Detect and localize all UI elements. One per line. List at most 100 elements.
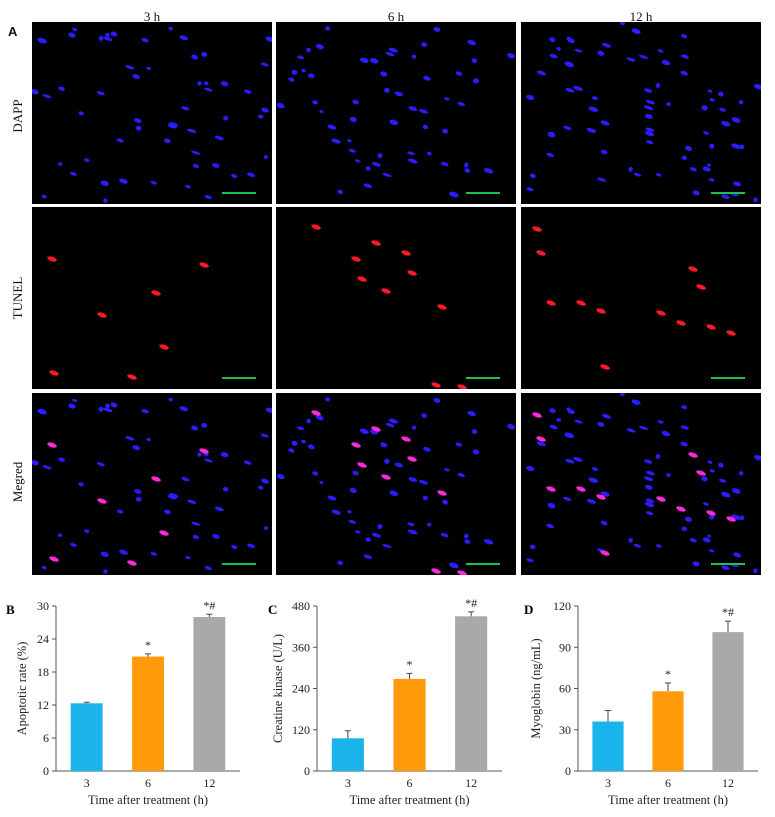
dapi-nucleus — [103, 569, 108, 574]
y-axis-label: Apoptotic rate (%) — [15, 642, 29, 736]
dapi-nucleus — [645, 470, 656, 476]
dapi-nucleus — [231, 174, 238, 178]
dapi-nucleus — [680, 425, 690, 430]
dapi-nucleus — [331, 509, 341, 515]
merged-nucleus — [127, 560, 137, 566]
merged-nucleus — [357, 462, 367, 468]
column-title-12h: 12 h — [629, 9, 653, 24]
column-title-3h: 3 h — [143, 9, 161, 24]
dapi-nucleus — [440, 532, 449, 538]
dapi-nucleus — [680, 441, 688, 447]
merged-nucleus — [199, 448, 209, 454]
dapi-nucleus — [566, 36, 571, 41]
dapi-nucleus — [644, 131, 655, 137]
dapi-nucleus — [423, 75, 431, 81]
dapi-nucleus — [42, 465, 52, 470]
dapi-nucleus — [708, 549, 715, 553]
panel-letter: B — [6, 602, 15, 617]
dapi-nucleus — [204, 87, 213, 92]
micrograph-merged-3h — [32, 393, 272, 575]
merged-nucleus — [47, 442, 57, 448]
dapi-nucleus — [418, 480, 429, 485]
dapi-nucleus — [72, 27, 78, 32]
significance-mark: *# — [465, 596, 477, 610]
dapi-nucleus — [325, 26, 331, 31]
dapi-nucleus — [455, 71, 462, 76]
dapi-nucleus — [164, 509, 171, 515]
dapi-nucleus — [119, 178, 128, 184]
dapi-nucleus — [709, 514, 715, 520]
dapi-nucleus — [192, 163, 199, 169]
dapi-nucleus — [680, 54, 690, 59]
dapi-nucleus — [201, 422, 208, 428]
dapi-nucleus — [547, 502, 556, 509]
dapi-nucleus — [325, 397, 331, 402]
dapi-nucleus — [530, 173, 536, 179]
x-tick-label: 3 — [84, 776, 90, 790]
dapi-nucleus — [306, 418, 311, 424]
dapi-nucleus — [125, 436, 135, 441]
row-label-tunel: TUNEL — [10, 276, 25, 320]
dapi-nucleus — [483, 539, 494, 545]
dapi-nucleus — [288, 77, 295, 82]
tunel-nucleus — [536, 250, 546, 256]
x-axis-label: Time after treatment (h) — [608, 793, 728, 807]
dapi-nucleus — [573, 86, 583, 91]
dapi-nucleus — [312, 471, 319, 476]
x-axis-label: Time after treatment (h) — [350, 793, 470, 807]
dapi-nucleus — [41, 565, 47, 570]
dapi-nucleus — [146, 66, 151, 70]
merged-nucleus — [437, 490, 447, 496]
dapi-nucleus — [701, 476, 708, 482]
dapi-nucleus — [626, 428, 636, 433]
dapi-nucleus — [507, 53, 515, 59]
dapi-nucleus — [331, 138, 341, 144]
dapi-nucleus — [192, 534, 199, 540]
dapi-nucleus — [703, 131, 709, 135]
dapi-nucleus — [132, 445, 140, 451]
dapi-nucleus — [103, 36, 113, 42]
dapi-nucleus — [464, 533, 469, 539]
dapi-nucleus — [204, 458, 213, 463]
merged-nucleus — [536, 436, 546, 442]
dapi-nucleus — [388, 418, 399, 424]
dapi-nucleus — [646, 511, 654, 516]
micrograph-merged-12h — [521, 393, 761, 575]
dapi-nucleus — [389, 119, 399, 126]
dapi-nucleus — [633, 172, 642, 177]
bar-3 — [70, 703, 103, 771]
dapi-nucleus — [243, 89, 252, 94]
merged-nucleus — [596, 494, 606, 500]
dapi-nucleus — [168, 26, 173, 31]
dapi-nucleus — [601, 42, 612, 48]
dapi-nucleus — [526, 94, 535, 101]
dapi-nucleus — [185, 184, 191, 189]
dapi-nucleus — [37, 408, 47, 415]
dapi-nucleus — [84, 158, 90, 163]
dapi-nucleus — [384, 458, 390, 464]
dapi-nucleus — [103, 407, 113, 413]
dapi-nucleus — [655, 454, 661, 459]
dapi-nucleus — [135, 496, 142, 502]
micrograph-tunel-6h — [276, 207, 516, 389]
dapi-nucleus — [709, 143, 715, 149]
bar-12 — [193, 617, 226, 771]
dapi-nucleus — [276, 473, 285, 480]
dapi-nucleus — [371, 162, 381, 167]
dapi-nucleus — [70, 172, 77, 176]
dapi-nucleus — [703, 502, 709, 506]
dapi-nucleus — [707, 163, 712, 167]
dapi-nucleus — [204, 195, 212, 200]
dapi-nucleus — [467, 40, 476, 46]
dapi-nucleus — [201, 51, 208, 57]
tunel-nucleus — [371, 240, 381, 246]
dapi-nucleus — [692, 190, 700, 196]
significance-mark: * — [407, 657, 413, 671]
dapi-nucleus — [301, 439, 306, 444]
dapi-nucleus — [645, 127, 655, 132]
dapi-nucleus — [628, 537, 633, 543]
dapi-nucleus — [37, 37, 47, 44]
scale-bar — [466, 563, 500, 565]
tunel-nucleus — [381, 288, 391, 294]
dapi-nucleus — [191, 150, 201, 155]
